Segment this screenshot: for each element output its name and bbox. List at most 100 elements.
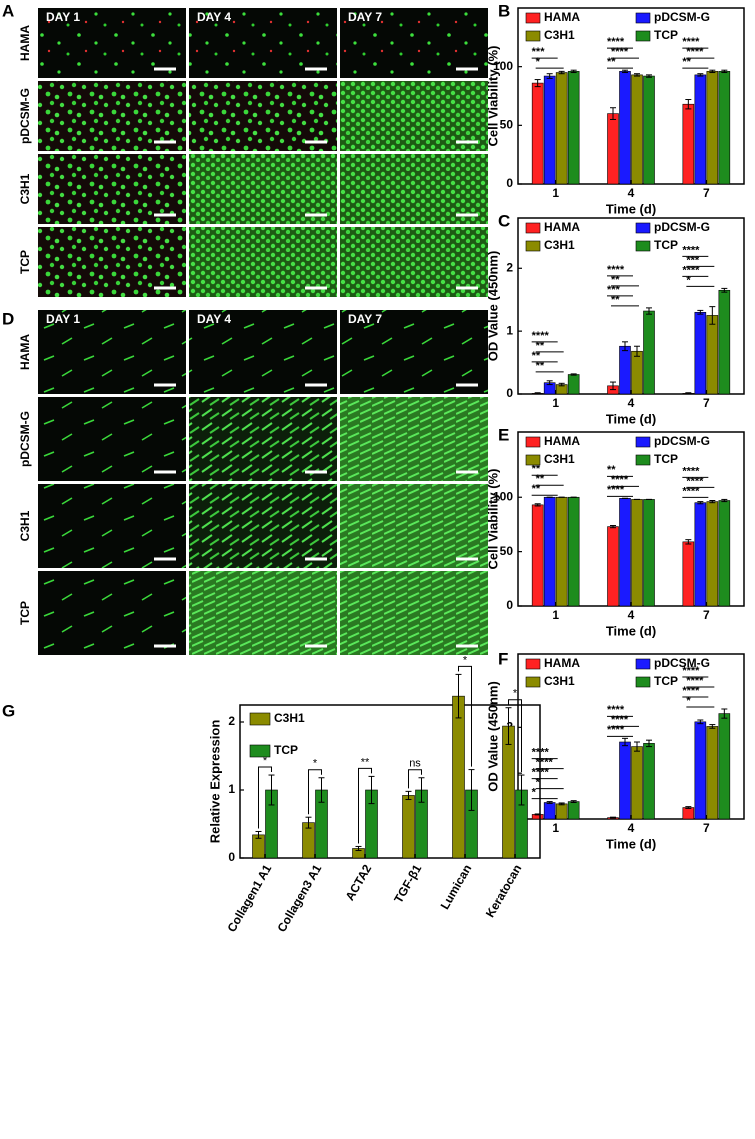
x-axis-label: Time (d) — [606, 836, 656, 851]
row-label: TCP — [18, 601, 32, 625]
significance: * — [536, 56, 541, 68]
legend-label: pDCSM-G — [654, 434, 710, 448]
y-axis-label: Relative Expression — [207, 720, 222, 844]
significance: ** — [607, 464, 616, 476]
bar — [706, 501, 719, 607]
bar — [567, 801, 580, 820]
significance: * — [686, 274, 691, 286]
legend-swatch — [635, 12, 651, 24]
panel-label: G — [2, 701, 15, 720]
bar — [631, 499, 643, 607]
day-label: DAY 7 — [348, 312, 382, 326]
legend-label: HAMA — [544, 434, 580, 448]
bar — [567, 71, 580, 185]
bar — [643, 310, 655, 395]
legend-label: HAMA — [544, 656, 580, 670]
error-bar — [570, 69, 577, 74]
legend-swatch — [635, 30, 651, 42]
y-axis-label: Cell Viability (%) — [485, 469, 500, 570]
x-tick-label: Collagen3 A1 — [274, 862, 324, 935]
significance: **** — [607, 264, 625, 276]
micrograph — [340, 154, 488, 224]
micrograph — [340, 81, 488, 151]
significance: **** — [607, 704, 625, 716]
bar — [682, 807, 695, 820]
legend-swatch — [635, 658, 651, 670]
bar — [619, 345, 631, 395]
bar — [555, 496, 568, 607]
significance: **** — [611, 714, 629, 726]
error-bar — [721, 69, 728, 74]
bar — [682, 541, 695, 607]
x-tick-label: 1 — [552, 821, 559, 835]
legend-swatch — [635, 240, 651, 252]
legend-label: C3H1 — [544, 238, 575, 252]
y-tick-label: 50 — [500, 118, 514, 132]
error-bar — [646, 307, 652, 315]
significance: * — [686, 695, 691, 707]
significance: **** — [607, 484, 625, 496]
bar — [567, 496, 580, 607]
error-bar — [697, 73, 704, 77]
micrograph — [189, 154, 337, 224]
error-bar — [534, 503, 541, 507]
bar — [718, 71, 731, 185]
error-bar — [468, 769, 475, 811]
error-bar — [646, 739, 652, 748]
legend-label: TCP — [654, 238, 678, 252]
micrograph — [189, 571, 337, 655]
day-label: DAY 7 — [348, 10, 382, 24]
legend-label: TCP — [654, 674, 678, 688]
bar — [543, 75, 556, 185]
day-label: DAY 4 — [197, 312, 231, 326]
legend-swatch — [249, 712, 271, 726]
error-bar — [697, 719, 704, 725]
x-axis-label: Time (d) — [606, 201, 656, 216]
error-bar — [546, 380, 553, 386]
micrograph — [189, 81, 337, 151]
legend-label: HAMA — [544, 10, 580, 24]
significance: **** — [686, 675, 704, 687]
error-bar — [546, 73, 553, 79]
x-tick-label: 4 — [628, 396, 635, 410]
error-bar — [558, 802, 565, 806]
error-bar — [518, 774, 525, 806]
y-axis-label: OD Value (450nm) — [485, 251, 500, 362]
x-tick-label: 4 — [628, 821, 635, 835]
legend-swatch — [525, 454, 541, 466]
y-tick-label: 0 — [506, 386, 513, 400]
row-label: pDCSM-G — [18, 411, 32, 467]
x-tick-label: 1 — [552, 186, 559, 200]
significance: **** — [682, 465, 700, 477]
legend-label: C3H1 — [544, 452, 575, 466]
significance: * — [263, 755, 268, 767]
error-bar — [305, 816, 312, 829]
significance: **** — [682, 36, 700, 48]
day-label: DAY 1 — [46, 312, 80, 326]
significance: **** — [607, 724, 625, 736]
error-bar — [318, 777, 325, 803]
significance: * — [513, 688, 518, 700]
legend-label: C3H1 — [544, 674, 575, 688]
significance-bracket — [358, 767, 372, 844]
significance: **** — [682, 685, 700, 697]
micrograph — [189, 8, 337, 78]
plot-frame — [239, 704, 541, 859]
row-label: TCP — [18, 250, 32, 274]
row-label: HAMA — [18, 334, 32, 370]
significance: ** — [532, 463, 541, 475]
micrograph — [340, 8, 488, 78]
row-label: HAMA — [18, 25, 32, 61]
significance-bracket — [308, 769, 322, 815]
micrograph — [189, 227, 337, 297]
significance: * — [532, 787, 537, 799]
significance-bracket — [508, 699, 522, 773]
legend-swatch — [249, 744, 271, 758]
error-bar — [634, 73, 640, 77]
significance-bracket — [408, 769, 422, 789]
bar — [452, 695, 465, 859]
bar — [718, 500, 731, 607]
bar — [682, 103, 695, 185]
micrograph — [38, 81, 186, 151]
